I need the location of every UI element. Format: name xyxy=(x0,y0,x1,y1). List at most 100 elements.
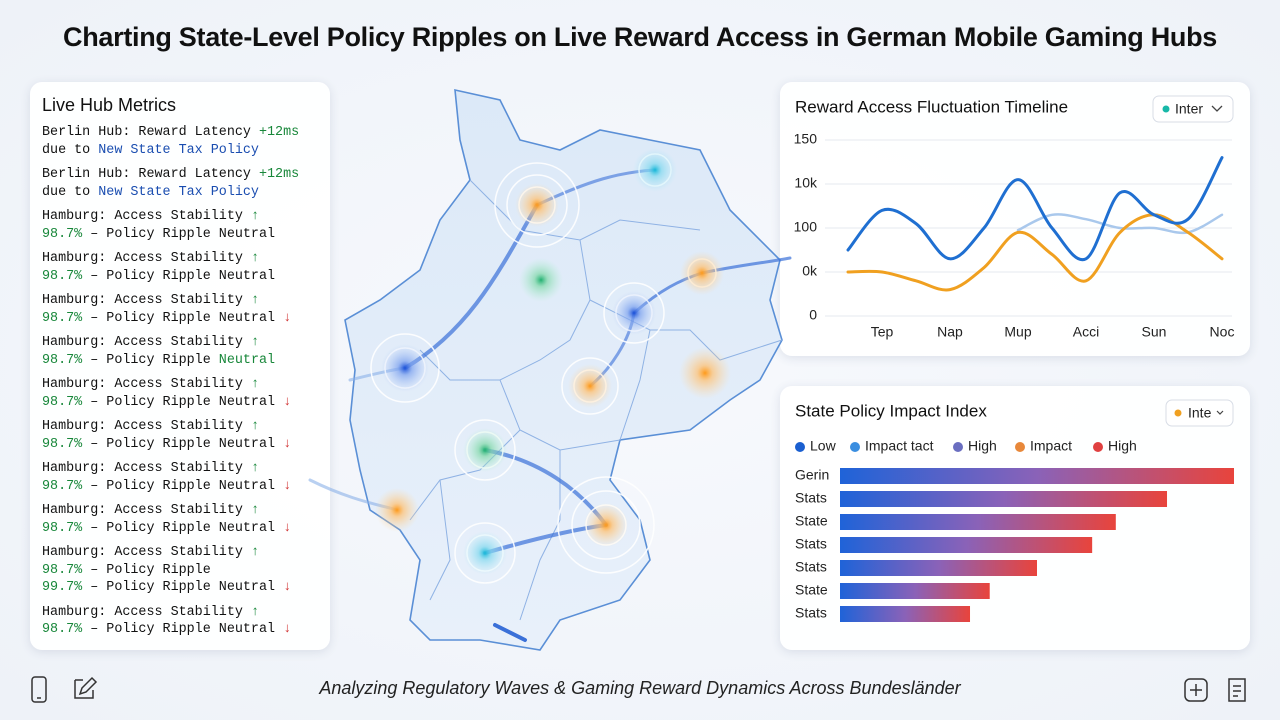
country-outline xyxy=(344,88,783,651)
metric-text: Berlin Hub: Reward Latency xyxy=(42,167,259,182)
metric-line: 98.7% – Policy Ripple Neutral xyxy=(42,352,299,370)
metric-text: 98.7% xyxy=(42,436,83,452)
metric-line: due to New State Tax Policy xyxy=(42,142,299,160)
metric-text: ↓ xyxy=(283,310,292,326)
metric-text: – Policy Ripple Neutral xyxy=(82,394,284,410)
metric-line: Hamburg: Access Stability ↑ xyxy=(42,604,299,622)
metric-text: ↑ xyxy=(250,251,259,266)
metric-text: ↓ xyxy=(283,580,292,595)
metric-line: 98.7% – Policy Ripple Neutral ↓ xyxy=(42,621,299,639)
metric-text: 99.7% xyxy=(42,580,83,595)
metric-text: – Policy Ripple Neutral xyxy=(82,478,284,494)
metric-text: – Policy Ripple Neutral xyxy=(82,622,284,637)
metric-text: 98.7% xyxy=(42,310,83,326)
ripple-links xyxy=(308,168,792,555)
metric-text: – Policy Ripple xyxy=(82,352,219,368)
metric-text: 98.7% xyxy=(42,268,83,284)
metric-line: Hamburg: Access Stability ↑ xyxy=(42,376,299,394)
metrics-list: Berlin Hub: Reward Latency +12ms due to N… xyxy=(42,124,299,646)
metric-line: 99.7% – Policy Ripple Neutral ↓ xyxy=(42,579,299,597)
metric-item: Berlin Hub: Reward Latency +12ms due to N… xyxy=(42,166,299,201)
metric-text: 98.7% xyxy=(42,520,83,536)
metric-text: 98.7% xyxy=(42,226,83,242)
page-title: Charting State-Level Policy Ripples on L… xyxy=(63,22,1217,52)
metric-line: 98.7% – Policy Ripple Neutral ↓ xyxy=(42,310,299,328)
metric-text: 98.7% xyxy=(42,622,83,637)
metric-line: Hamburg: Access Stability ↑ xyxy=(42,250,299,268)
metric-text: 98.7% xyxy=(42,562,83,578)
metric-item: Hamburg: Access Stability ↑ 98.7% – Polic… xyxy=(42,376,299,411)
bar-panel xyxy=(780,386,1250,650)
metric-text: – Policy Ripple Neutral xyxy=(82,226,276,242)
metric-text: ↑ xyxy=(250,604,259,620)
metric-item: Hamburg: Access Stability ↑ 98.7% – Polic… xyxy=(42,418,299,453)
metric-line: 98.7% – Policy Ripple Neutral ↓ xyxy=(42,520,299,538)
metric-item: Hamburg: Access Stability ↑ 98.7% – Polic… xyxy=(42,250,299,285)
metric-text: 98.7% xyxy=(42,352,83,368)
metric-line: Hamburg: Access Stability ↑ xyxy=(42,334,299,352)
metric-text: ↓ xyxy=(283,478,292,494)
page-subtitle: Analyzing Regulatory Waves & Gaming Rewa… xyxy=(319,678,961,698)
metric-item: Hamburg: Access Stability ↑ 98.7% – Polic… xyxy=(42,502,299,537)
metric-text: – Policy Ripple Neutral xyxy=(82,520,284,536)
metric-text: Hamburg: Access Stability xyxy=(42,293,251,308)
metric-line: 98.7% – Policy Ripple Neutral xyxy=(42,226,299,244)
metric-line: Berlin Hub: Reward Latency +12ms xyxy=(42,124,299,142)
metric-line: Hamburg: Access Stability ↑ xyxy=(42,502,299,520)
metric-line: Hamburg: Access Stability ↑ xyxy=(42,292,299,310)
metric-line: 98.7% – Policy Ripple xyxy=(42,562,299,580)
metric-item: Berlin Hub: Reward Latency +12ms due to N… xyxy=(42,124,299,159)
metric-text: ↑ xyxy=(250,293,259,308)
metric-text: ↓ xyxy=(283,520,292,536)
metric-text: – Policy Ripple Neutral xyxy=(82,268,276,284)
metric-text: ↓ xyxy=(283,436,292,452)
metric-text: due to xyxy=(42,142,99,158)
metric-text: ↑ xyxy=(250,335,259,350)
metrics-title: Live Hub Metrics xyxy=(42,95,177,115)
metric-line: Hamburg: Access Stability ↑ xyxy=(42,544,299,562)
metric-text: – Policy Ripple Neutral xyxy=(82,580,284,595)
metric-line: Hamburg: Access Stability ↑ xyxy=(42,208,299,226)
metric-text: ↑ xyxy=(250,545,259,560)
metric-text: Berlin Hub: Reward Latency xyxy=(42,125,259,140)
hubs xyxy=(375,148,731,575)
metric-text: New State Tax Policy xyxy=(98,142,259,158)
metric-item: Hamburg: Access Stability ↑ 98.7% – Polic… xyxy=(42,460,299,495)
metric-text: Hamburg: Access Stability xyxy=(42,419,251,434)
metric-text: ↑ xyxy=(250,209,259,224)
metric-text: ↓ xyxy=(283,622,292,637)
metric-text: Hamburg: Access Stability xyxy=(42,461,251,476)
metric-item: Hamburg: Access Stability ↑ 98.7% – Polic… xyxy=(42,292,299,327)
metric-text: +12ms xyxy=(258,167,300,182)
metric-text: due to xyxy=(42,184,99,200)
metric-text: New State Tax Policy xyxy=(98,184,259,200)
metric-text: – Policy Ripple xyxy=(82,562,211,578)
metric-text: Hamburg: Access Stability xyxy=(42,251,251,266)
germany-map xyxy=(308,88,792,651)
metric-text: Hamburg: Access Stability xyxy=(42,209,251,224)
metric-line: due to New State Tax Policy xyxy=(42,184,299,202)
metric-item: Hamburg: Access Stability ↑ 98.7% – Polic… xyxy=(42,208,299,243)
metric-text: ↑ xyxy=(250,503,259,518)
metric-text: 98.7% xyxy=(42,394,83,410)
metric-line: 98.7% – Policy Ripple Neutral ↓ xyxy=(42,436,299,454)
metric-line: 98.7% – Policy Ripple Neutral ↓ xyxy=(42,394,299,412)
metric-text: ↑ xyxy=(250,419,259,434)
metric-text: Hamburg: Access Stability xyxy=(42,377,251,392)
metric-text: 98.7% xyxy=(42,478,83,494)
line-panel xyxy=(780,82,1250,356)
metric-line: 98.7% – Policy Ripple Neutral ↓ xyxy=(42,478,299,496)
metric-text: Hamburg: Access Stability xyxy=(42,335,251,350)
metric-line: Berlin Hub: Reward Latency +12ms xyxy=(42,166,299,184)
metric-text: – Policy Ripple Neutral xyxy=(82,310,284,326)
metric-item: Hamburg: Access Stability ↑ 98.7% – Polic… xyxy=(42,334,299,369)
metric-item: Hamburg: Access Stability ↑ 98.7% – Polic… xyxy=(42,604,299,639)
metric-text: – Policy Ripple Neutral xyxy=(82,436,284,452)
metric-text: +12ms xyxy=(258,125,300,140)
metric-line: Hamburg: Access Stability ↑ xyxy=(42,460,299,478)
metric-text: Hamburg: Access Stability xyxy=(42,503,251,518)
metric-text: Neutral xyxy=(218,352,276,368)
metric-text: ↑ xyxy=(250,377,259,392)
ripple-rings xyxy=(370,153,717,584)
